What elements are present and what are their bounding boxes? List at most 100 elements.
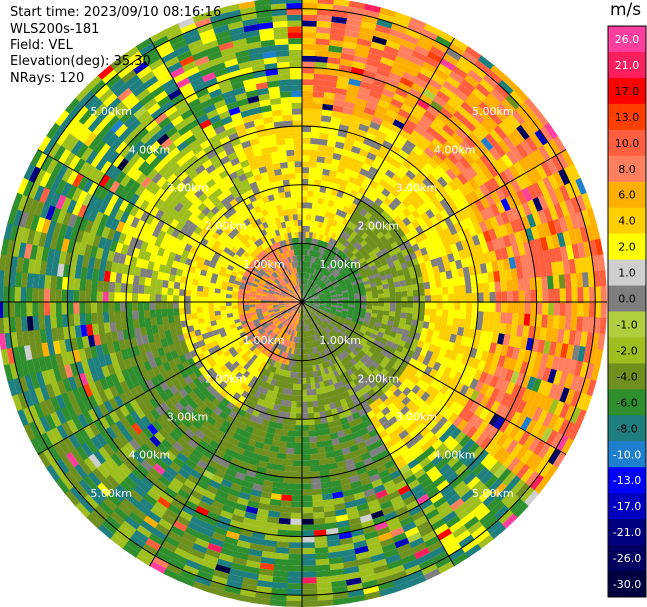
velocity-gate <box>77 478 93 495</box>
velocity-gate <box>173 314 181 323</box>
velocity-gate <box>224 448 236 458</box>
velocity-gate <box>49 410 62 428</box>
velocity-gate <box>120 173 132 187</box>
velocity-gate <box>513 428 526 444</box>
velocity-gate <box>320 315 326 321</box>
velocity-gate <box>221 261 229 269</box>
velocity-gate <box>352 491 366 501</box>
velocity-gate <box>275 355 281 363</box>
velocity-gate <box>184 307 192 315</box>
velocity-gate <box>32 286 39 302</box>
velocity-gate <box>260 171 270 180</box>
velocity-gate <box>279 91 293 98</box>
velocity-gate <box>223 585 241 595</box>
velocity-gate <box>249 181 259 190</box>
velocity-gate <box>254 514 269 523</box>
velocity-gate <box>28 165 42 183</box>
velocity-gate <box>171 441 184 453</box>
velocity-gate <box>130 375 140 388</box>
velocity-gate <box>120 291 127 302</box>
velocity-gate <box>149 505 165 519</box>
velocity-gate <box>92 391 104 406</box>
velocity-gate <box>121 543 140 558</box>
velocity-gate <box>294 312 298 319</box>
velocity-gate <box>512 302 519 315</box>
velocity-gate <box>556 329 565 345</box>
velocity-gate <box>275 132 286 140</box>
velocity-gate <box>305 285 308 291</box>
velocity-gate <box>559 302 566 317</box>
velocity-gate <box>353 545 369 555</box>
velocity-gate <box>289 244 294 251</box>
velocity-gate <box>444 349 453 360</box>
velocity-gate <box>144 438 157 452</box>
velocity-gate <box>120 497 136 512</box>
velocity-gate <box>519 361 529 376</box>
velocity-gate <box>155 301 162 310</box>
velocity-gate <box>291 395 298 402</box>
velocity-gate <box>137 301 144 311</box>
velocity-gate <box>177 124 191 136</box>
velocity-gate <box>274 309 281 313</box>
velocity-gate <box>229 75 244 85</box>
velocity-gate <box>393 537 410 549</box>
velocity-gate <box>288 43 303 51</box>
velocity-gate <box>128 78 145 93</box>
velocity-gate <box>82 410 94 426</box>
velocity-gate <box>471 358 481 370</box>
velocity-gate <box>246 554 262 563</box>
velocity-gate <box>386 444 398 455</box>
velocity-gate <box>124 189 136 203</box>
velocity-gate <box>22 179 35 197</box>
velocity-gate <box>44 173 57 190</box>
velocity-gate <box>524 362 535 378</box>
velocity-gate <box>108 291 115 302</box>
velocity-gate <box>41 341 50 357</box>
velocity-gate <box>190 433 202 445</box>
velocity-gate <box>459 310 466 320</box>
velocity-gate <box>197 60 213 72</box>
velocity-gate <box>539 353 549 369</box>
velocity-gate <box>293 261 297 268</box>
velocity-gate <box>173 308 180 316</box>
velocity-gate <box>318 381 325 389</box>
velocity-gate <box>188 399 199 410</box>
velocity-gate <box>149 285 157 295</box>
velocity-gate <box>329 39 345 48</box>
velocity-gate <box>161 470 175 483</box>
velocity-gate <box>314 251 319 258</box>
velocity-gate <box>177 421 189 433</box>
velocity-gate <box>541 314 548 329</box>
velocity-gate <box>281 246 286 253</box>
velocity-gate <box>211 420 223 430</box>
velocity-gate <box>222 160 234 170</box>
velocity-gate <box>160 179 172 192</box>
velocity-gate <box>149 408 161 421</box>
velocity-gate <box>268 309 275 313</box>
velocity-gate <box>255 579 273 588</box>
velocity-gate <box>291 336 295 343</box>
velocity-gate <box>238 588 257 598</box>
velocity-gate <box>319 304 326 307</box>
velocity-gate <box>215 73 231 83</box>
velocity-gate <box>61 196 72 212</box>
velocity-gate <box>242 114 255 124</box>
velocity-gate <box>275 248 281 255</box>
velocity-gate <box>305 366 310 373</box>
velocity-gate <box>235 250 243 258</box>
velocity-gate <box>226 242 234 251</box>
velocity-gate <box>228 260 237 268</box>
velocity-gate <box>279 500 292 507</box>
velocity-gate <box>312 315 317 321</box>
velocity-gate <box>135 446 149 460</box>
velocity-gate <box>564 389 576 407</box>
velocity-gate <box>74 123 89 140</box>
velocity-gate <box>231 294 238 299</box>
velocity-gate <box>306 324 310 331</box>
velocity-gate <box>435 479 450 493</box>
velocity-gate <box>183 393 193 404</box>
velocity-gate <box>269 359 276 367</box>
velocity-gate <box>358 86 372 96</box>
velocity-gate <box>206 586 225 597</box>
velocity-gate <box>146 224 156 236</box>
